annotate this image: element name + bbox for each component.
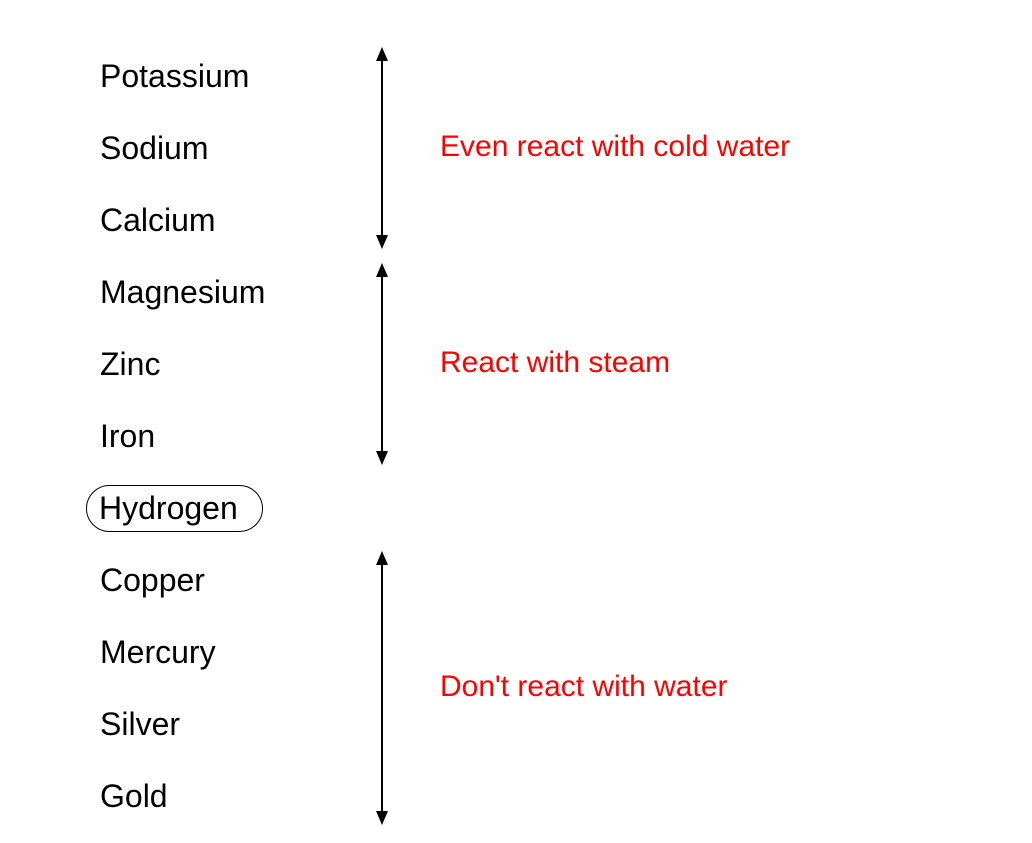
arrow-down-icon (376, 811, 388, 825)
element-label: Calcium (100, 202, 216, 239)
element-label-circled: Hydrogen (86, 485, 263, 532)
arrow-up-icon (376, 551, 388, 565)
group-annotation: React with steam (440, 346, 670, 380)
element-label: Copper (100, 562, 205, 599)
element-item: Copper (100, 544, 1032, 616)
arrow-down-icon (376, 451, 388, 465)
arrow-up-icon (376, 263, 388, 277)
element-label: Silver (100, 706, 180, 743)
group-annotation: Don't react with water (440, 670, 728, 704)
element-item: Calcium (100, 184, 1032, 256)
group-bracket (375, 48, 389, 248)
element-label: Potassium (100, 58, 249, 95)
arrow-up-icon (376, 47, 388, 61)
element-item: Potassium (100, 40, 1032, 112)
group-bracket (375, 552, 389, 824)
element-item: Magnesium (100, 256, 1032, 328)
element-label: Gold (100, 778, 168, 815)
element-label: Magnesium (100, 274, 265, 311)
element-item: Gold (100, 760, 1032, 832)
group-bracket (375, 264, 389, 464)
element-label: Zinc (100, 346, 160, 383)
element-item: Hydrogen (100, 472, 1032, 544)
element-label: Sodium (100, 130, 209, 167)
arrow-down-icon (376, 235, 388, 249)
element-item: Iron (100, 400, 1032, 472)
reactivity-series-diagram: Potassium Sodium Calcium Magnesium Zinc Iron H… (0, 0, 1032, 832)
group-annotation: Even react with cold water (440, 130, 790, 164)
element-label: Mercury (100, 634, 216, 671)
element-label: Iron (100, 418, 155, 455)
